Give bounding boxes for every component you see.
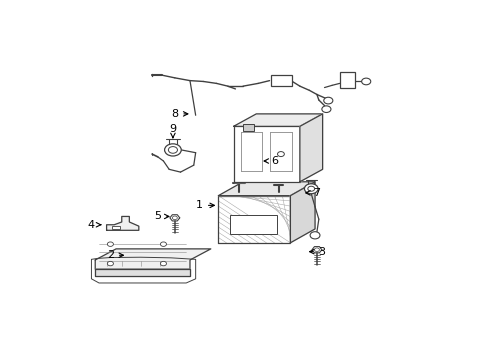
Text: 6: 6	[264, 156, 278, 166]
Polygon shape	[290, 182, 314, 243]
Circle shape	[277, 152, 284, 157]
Text: 3: 3	[309, 247, 325, 257]
Text: 9: 9	[169, 124, 176, 138]
FancyBboxPatch shape	[271, 75, 292, 86]
Circle shape	[307, 186, 314, 191]
Circle shape	[107, 261, 113, 266]
Circle shape	[304, 184, 317, 194]
Circle shape	[164, 144, 181, 156]
Text: 1: 1	[196, 201, 214, 210]
Circle shape	[309, 232, 319, 239]
Polygon shape	[299, 114, 322, 182]
Circle shape	[323, 97, 332, 104]
FancyBboxPatch shape	[243, 125, 254, 131]
Polygon shape	[233, 126, 299, 182]
FancyBboxPatch shape	[339, 72, 354, 87]
Circle shape	[172, 216, 177, 220]
FancyBboxPatch shape	[229, 215, 277, 234]
Circle shape	[160, 261, 166, 266]
Circle shape	[160, 242, 166, 246]
Text: 7: 7	[305, 188, 320, 198]
Text: 8: 8	[171, 109, 187, 119]
Polygon shape	[218, 182, 314, 195]
Circle shape	[314, 248, 319, 252]
Circle shape	[107, 242, 113, 246]
Text: 4: 4	[88, 220, 101, 230]
Circle shape	[168, 147, 177, 153]
FancyBboxPatch shape	[112, 226, 120, 229]
Polygon shape	[311, 247, 321, 253]
Polygon shape	[95, 269, 189, 276]
Circle shape	[361, 78, 370, 85]
Polygon shape	[233, 114, 322, 126]
Polygon shape	[106, 216, 139, 230]
Circle shape	[321, 106, 330, 112]
Polygon shape	[95, 249, 210, 269]
Text: 2: 2	[106, 250, 123, 260]
Polygon shape	[169, 215, 180, 221]
Text: 5: 5	[154, 211, 168, 221]
